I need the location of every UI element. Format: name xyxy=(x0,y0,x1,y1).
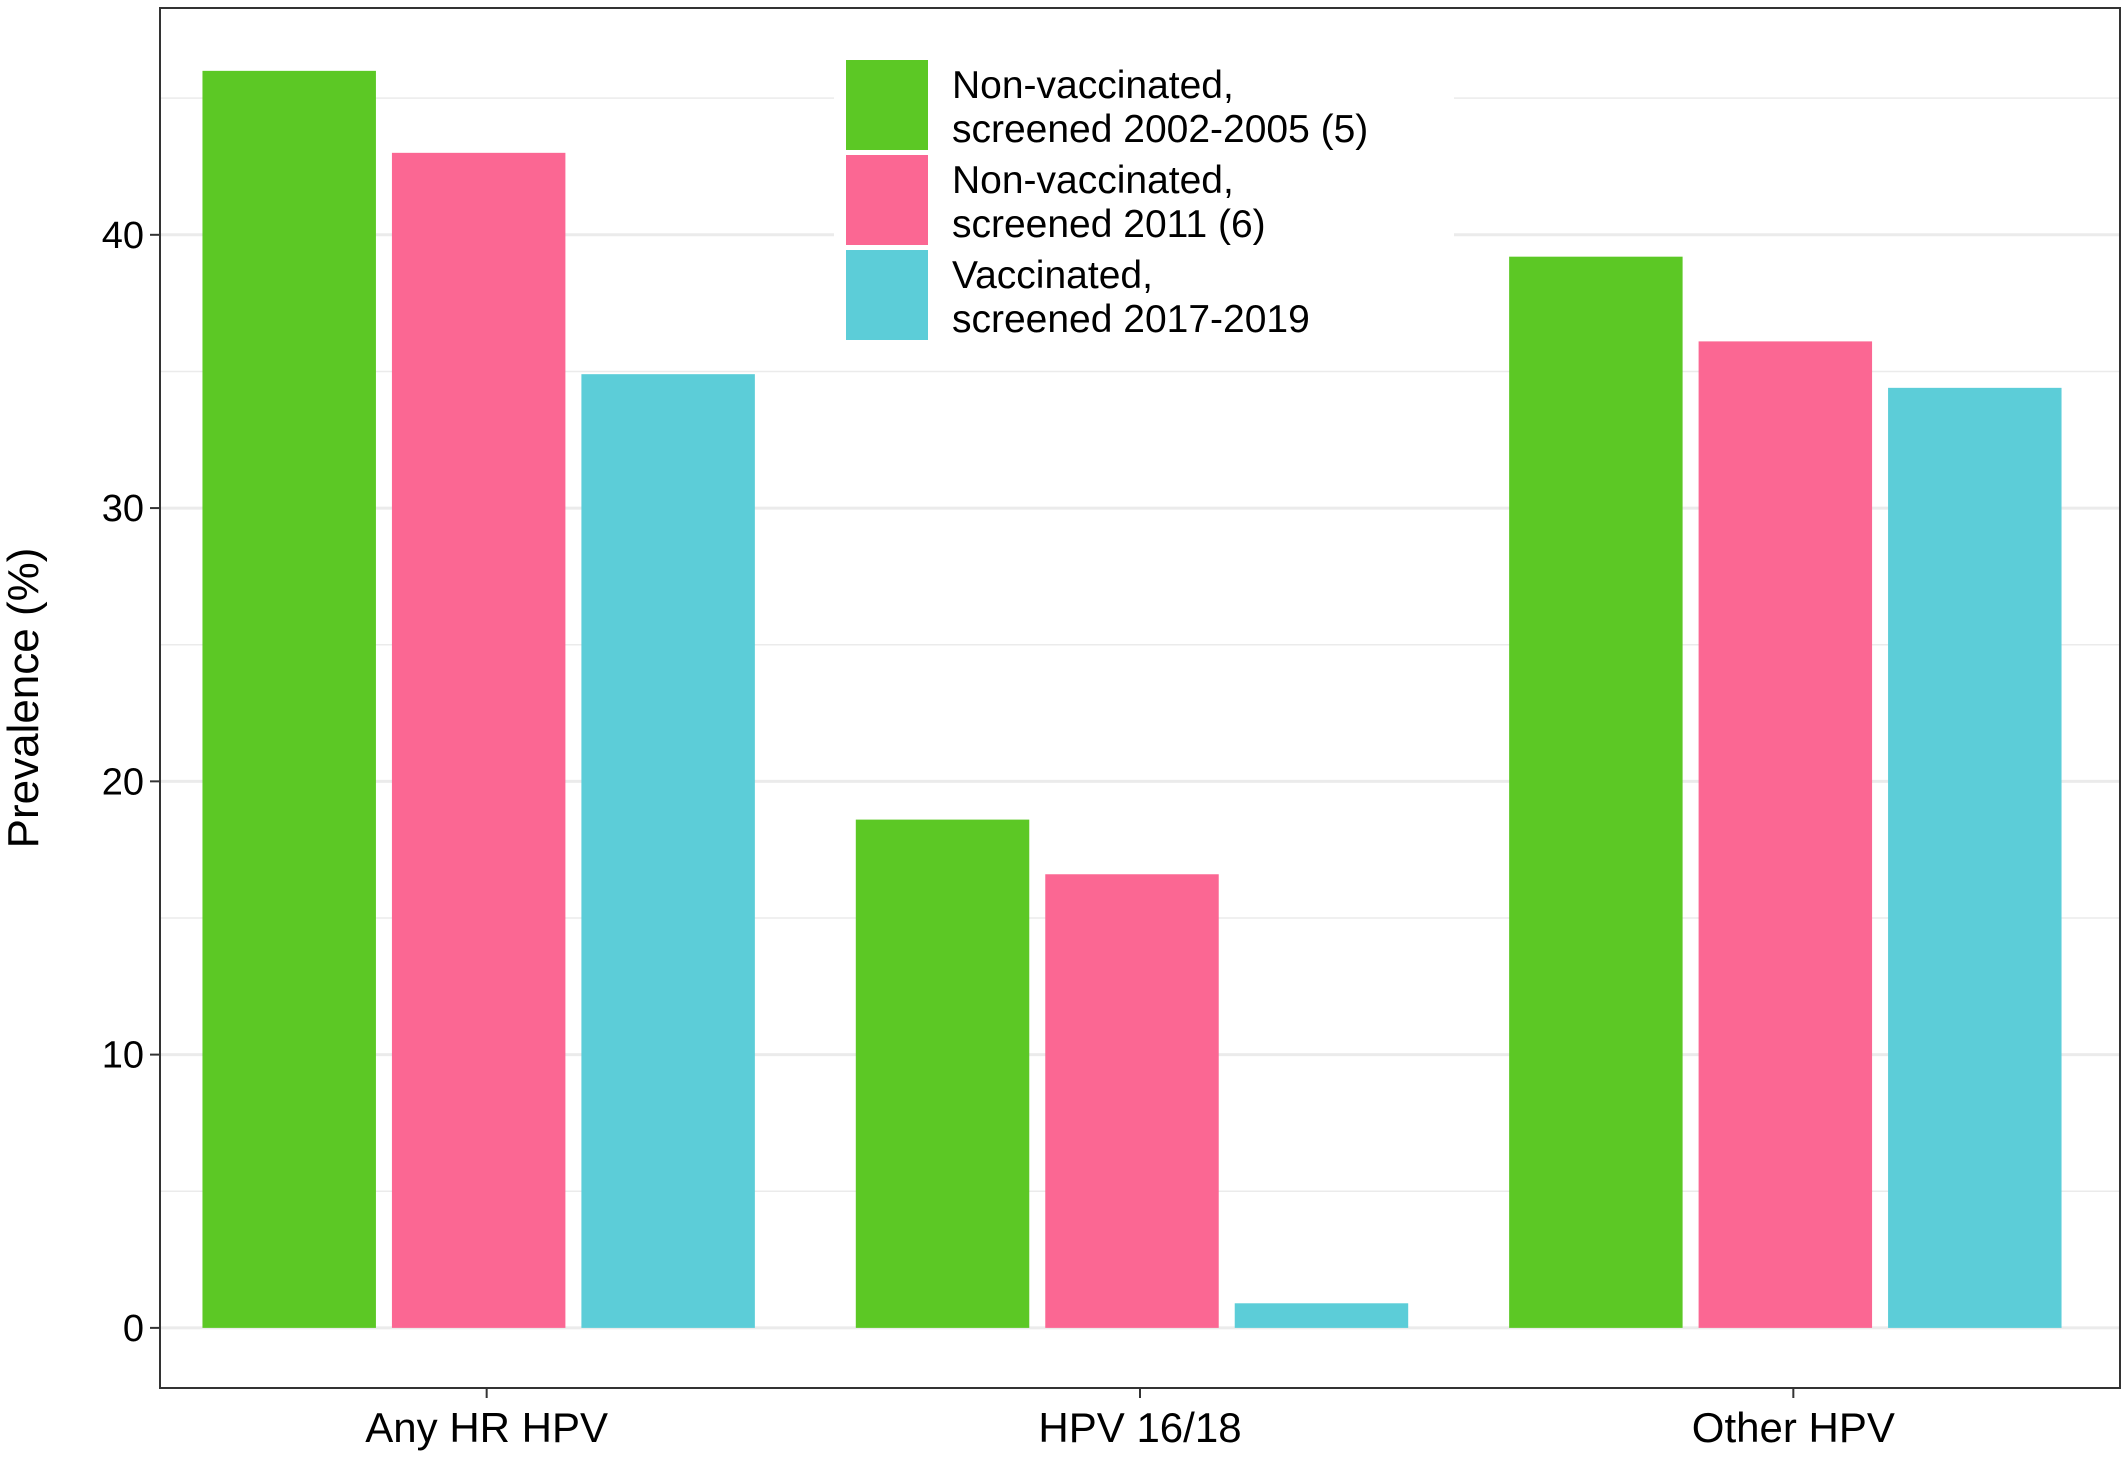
bar xyxy=(1234,1303,1409,1328)
legend-label: Vaccinated, xyxy=(952,254,1153,297)
bar xyxy=(1509,256,1683,1328)
legend-label: screened 2017-2019 xyxy=(952,298,1310,341)
x-tick-label: HPV 16/18 xyxy=(1038,1404,1241,1451)
bar xyxy=(1698,341,1873,1328)
y-axis-title: Prevalence (%) xyxy=(0,548,48,849)
legend-label: screened 2002-2005 (5) xyxy=(952,108,1368,151)
y-tick-label: 20 xyxy=(102,761,144,803)
bars xyxy=(202,70,2062,1328)
bar xyxy=(855,819,1030,1328)
y-axis-ticks: 0 10 20 30 40 xyxy=(102,215,160,1350)
y-tick-label: 0 xyxy=(123,1308,144,1350)
y-tick-label: 40 xyxy=(102,215,144,257)
legend-key xyxy=(846,60,928,150)
y-tick-label: 10 xyxy=(102,1035,144,1077)
bar xyxy=(1045,874,1219,1328)
legend-key xyxy=(846,155,928,245)
x-tick-label: Other HPV xyxy=(1692,1404,1895,1451)
legend-label: Non-vaccinated, xyxy=(952,159,1234,202)
bar xyxy=(1888,387,2062,1328)
legend-label: Non-vaccinated, xyxy=(952,64,1234,107)
legend-label: screened 2011 (6) xyxy=(952,203,1266,246)
x-axis-ticks: Any HR HPV HPV 16/18 Other HPV xyxy=(365,1388,1895,1451)
y-tick-label: 30 xyxy=(102,488,144,530)
bar xyxy=(581,374,755,1328)
bar xyxy=(391,152,566,1328)
legend-background xyxy=(834,48,1454,347)
x-tick-label: Any HR HPV xyxy=(365,1404,608,1451)
legend-key xyxy=(846,250,928,340)
bar xyxy=(202,70,376,1328)
legend: Non-vaccinated,screened 2002-2005 (5)Non… xyxy=(834,48,1454,347)
